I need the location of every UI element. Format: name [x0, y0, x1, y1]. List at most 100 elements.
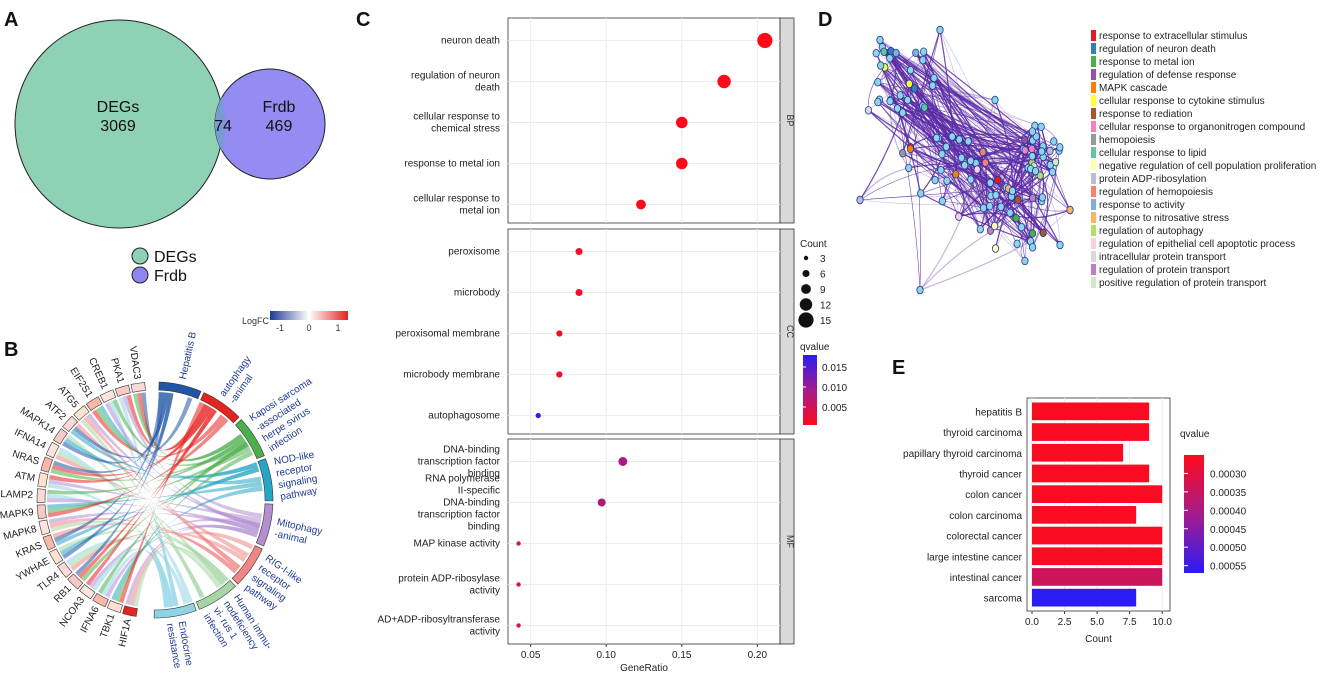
- network-node: [920, 47, 928, 56]
- network-node: [916, 285, 924, 295]
- network-legend-label-cellular-response-to-cytokine-stimulus: cellular response to cytokine stimulus: [1099, 96, 1265, 107]
- dot-peroxisomal-membrane: [556, 330, 563, 337]
- chord-pathway-arc-hepatitis-b: [158, 381, 202, 400]
- network-node: [992, 190, 1000, 200]
- chord-gene-arc-hif1a: [122, 605, 138, 617]
- chord-ribbon: [119, 401, 205, 604]
- chord-pathway-arc-mitophagy-animal: [255, 503, 274, 547]
- x-tick-label: 10.0: [1152, 617, 1172, 628]
- qvalue-colorbar: [1184, 455, 1204, 573]
- network-node: [1013, 239, 1021, 249]
- chord-ribbon: [70, 531, 247, 571]
- network-node: [899, 148, 907, 158]
- x-tick-label: 0.20: [748, 650, 768, 661]
- venn-degs-count: 3069: [100, 118, 136, 135]
- network-legend-label-positive-regulation-of-protein-transport: positive regulation of protein transport: [1099, 278, 1267, 289]
- size-legend-title: Count: [800, 239, 827, 250]
- network-node: [979, 147, 987, 157]
- term-label-regulation-of-neuron-death: regulation of neuron death: [411, 71, 500, 94]
- network-legend-label-regulation-of-protein-transport: regulation of protein transport: [1099, 265, 1230, 276]
- network-edge: [883, 51, 981, 230]
- chord-ribbon: [48, 479, 262, 524]
- network-edge: [895, 52, 1044, 147]
- x-tick-label: 0.10: [596, 650, 616, 661]
- network-node: [967, 156, 975, 166]
- network-node: [874, 97, 882, 107]
- network-node: [955, 212, 963, 221]
- bar-chart: hepatitis B thyroid carcinoma papillary th…: [903, 397, 1247, 645]
- logfc-tick-pos: 1: [335, 323, 340, 333]
- network-edge: [915, 52, 1043, 202]
- chord-gene-arc-ncoa3: [79, 584, 96, 600]
- bar-label-large-intestine-cancer: large intestine cancer: [927, 552, 1023, 563]
- network-node: [1038, 147, 1046, 156]
- network-nodes: [856, 25, 1074, 295]
- network-node: [886, 54, 894, 63]
- network-node: [1028, 144, 1036, 154]
- panel-label-b: B: [4, 339, 18, 361]
- network-legend-swatch-cellular-response-to-organonitrogen-compound: [1091, 121, 1096, 132]
- dot-cellular-response-to-metal-ion: [636, 199, 646, 210]
- facet-panel-bp: [507, 17, 781, 224]
- network-node: [1008, 186, 1017, 196]
- size-legend-label: 3: [820, 254, 826, 265]
- network-edge: [1032, 161, 1057, 248]
- size-legend-dot: [802, 269, 810, 278]
- chord-pathway-label-autophagy-animal: autophagy-animal: [218, 354, 264, 405]
- network-legend-swatch-negative-regulation-of-cell-population-proliferation: [1091, 160, 1096, 171]
- network-edge: [907, 99, 939, 139]
- network-node: [872, 48, 880, 58]
- chord-gene-arc-rb1: [67, 573, 84, 590]
- network-edge: [994, 139, 1026, 227]
- x-tick-label: 7.5: [1123, 617, 1137, 628]
- dot-plot: BP neuron death regulation of neuron death c…: [377, 17, 847, 674]
- network-edge: [909, 83, 921, 291]
- panel-label-e: E: [892, 357, 905, 379]
- network-edge: [939, 29, 1009, 189]
- logfc-legend-title: LogFC: [242, 316, 270, 326]
- qvalue-tick-label: 0.00035: [1210, 488, 1247, 499]
- term-label-rna-polymerase-ii-specific-dna-binding-transcription-factor-binding: RNA polymerase II-specific DNA-binding tran…: [418, 474, 501, 533]
- network-node: [920, 103, 929, 112]
- network-legend-swatch-regulation-of-hemopoiesis: [1091, 186, 1096, 197]
- bar-papillary-thyroid-carcinoma: [1032, 443, 1124, 462]
- network-node: [1028, 152, 1036, 161]
- chord-pathway-label-kaposi-sarcoma-associated-herpe-svirus-infection: Kaposi sarcoma-associatedherpe svirusinf…: [248, 376, 334, 454]
- chord-pathway-arc-rig-i-like-receptor-signaling-pathway: [231, 545, 263, 585]
- size-legend-label: 15: [820, 316, 832, 327]
- chord-gene-arc-tbk1: [106, 600, 123, 614]
- facet-panel-cc: [507, 228, 781, 435]
- chord-gene-label-rb1: RB1: [52, 583, 74, 605]
- network-node: [1021, 256, 1029, 266]
- network-node: [1037, 122, 1045, 132]
- term-label-dna-binding-transcription-factor-binding: DNA-binding transcription factor binding: [418, 445, 501, 480]
- network-node: [905, 79, 913, 89]
- bar-thyroid-carcinoma: [1032, 423, 1150, 441]
- network-node: [917, 189, 925, 198]
- network-node: [912, 48, 920, 58]
- dot-regulation-of-neuron-death: [717, 74, 731, 89]
- panel-label-c: C: [356, 9, 370, 31]
- network-node: [886, 96, 894, 106]
- x-tick-label: 0.15: [672, 650, 692, 661]
- chord-gene-arc-nras: [40, 456, 53, 473]
- chord-pathway-arc-endocrine-resistance: [153, 602, 197, 619]
- venn-overlap: [214, 97, 226, 151]
- venn-degs-name: DEGs: [97, 99, 140, 116]
- dot-cellular-response-to-chemical-stress: [675, 116, 688, 129]
- network-node: [1056, 143, 1064, 152]
- network-node: [967, 175, 975, 184]
- x-tick-label: 2.5: [1058, 617, 1072, 628]
- bar-hepatitis-b: [1032, 402, 1150, 421]
- network-node: [906, 65, 915, 75]
- dot-autophagosome: [535, 412, 541, 419]
- network-legend-label-cellular-response-to-organonitrogen-compound: cellular response to organonitrogen comp…: [1099, 122, 1305, 133]
- dot-microbody-membrane: [556, 371, 563, 378]
- network-edge: [923, 51, 969, 142]
- term-label-cellular-response-to-chemical-stress: cellular response to chemical stress: [413, 112, 500, 135]
- network-edge: [922, 105, 1053, 173]
- network-legend-swatch-response-to-activity: [1091, 199, 1096, 210]
- bar-label-intestinal-cancer: intestinal cancer: [950, 573, 1023, 584]
- venn-legend-frdb: Frdb: [154, 268, 187, 285]
- network-node: [952, 170, 960, 179]
